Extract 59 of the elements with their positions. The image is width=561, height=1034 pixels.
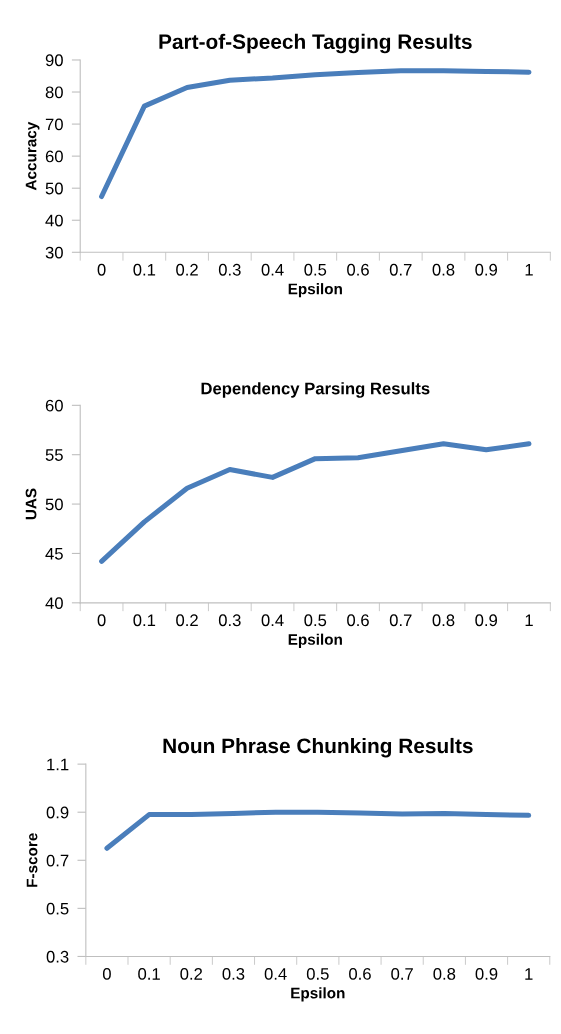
- x-tick-label: 0.2: [176, 263, 198, 276]
- x-tick-label: 0.8: [432, 263, 455, 276]
- x-tick-label: 0.1: [133, 263, 156, 276]
- x-tick-label: 0: [102, 968, 111, 980]
- y-tick-label: 0.7: [46, 854, 69, 867]
- x-tick-label: 0: [97, 614, 106, 627]
- x-tick-label: 0.4: [261, 263, 284, 276]
- x-tick-label: 0.5: [306, 968, 329, 980]
- x-axis-title: Epsilon: [291, 987, 345, 1002]
- x-tick-label: 0.9: [475, 614, 498, 627]
- x-tick-label: 0.6: [347, 614, 369, 627]
- x-tick-label: 0.9: [475, 263, 498, 276]
- x-tick-label: 0.8: [433, 968, 456, 980]
- x-tick-label: 0.4: [264, 968, 287, 980]
- x-tick-label: 0.7: [389, 614, 412, 627]
- y-tick-label: 45: [45, 548, 63, 560]
- y-tick-label: 60: [45, 399, 63, 412]
- y-axis-title: F-score: [26, 833, 38, 887]
- y-tick-label: 0.9: [46, 806, 69, 819]
- y-tick-label: 50: [45, 182, 63, 195]
- chart-title: Noun Phrase Chunking Results: [163, 737, 473, 758]
- x-tick-label: 0.6: [349, 968, 371, 980]
- x-tick-label: 0.1: [133, 614, 156, 627]
- x-tick-label: 0.7: [389, 263, 412, 276]
- y-tick-label: 40: [45, 214, 63, 227]
- y-tick-label: 30: [45, 246, 63, 259]
- x-tick-label: 0.3: [218, 614, 241, 627]
- x-tick-label: 0.3: [222, 968, 245, 980]
- x-tick-label: 0.2: [180, 968, 203, 980]
- x-tick-label: 0.2: [176, 614, 198, 627]
- x-axis-title: Epsilon: [288, 633, 342, 648]
- y-tick-label: 55: [45, 449, 63, 461]
- y-tick-label: 1.1: [47, 758, 69, 771]
- y-tick-label: 60: [45, 150, 63, 163]
- y-axis-title: UAS: [25, 488, 37, 520]
- y-tick-label: 80: [45, 86, 63, 99]
- chart-title: Dependency Parsing Results: [201, 382, 430, 398]
- y-tick-label: 0.5: [46, 902, 69, 915]
- x-tick-label: 0.5: [304, 263, 327, 276]
- y-tick-label: 40: [45, 597, 63, 610]
- y-tick-label: 90: [45, 54, 63, 67]
- x-tick-label: 1: [525, 614, 533, 627]
- x-tick-label: 0: [97, 263, 106, 276]
- x-axis-title: Epsilon: [288, 283, 342, 298]
- x-tick-label: 0.9: [475, 968, 498, 980]
- y-tick-label: 0.3: [46, 950, 69, 963]
- x-tick-label: 0.5: [304, 614, 327, 627]
- x-tick-label: 0.1: [138, 968, 160, 980]
- y-tick-label: 70: [45, 118, 63, 131]
- y-axis-title: Accuracy: [25, 121, 40, 191]
- chart-title: Part-of-Speech Tagging Results: [159, 33, 472, 54]
- x-tick-label: 0.4: [261, 614, 284, 627]
- x-tick-label: 1: [525, 968, 533, 980]
- x-tick-label: 0.7: [391, 968, 413, 980]
- x-tick-label: 0.8: [432, 614, 455, 627]
- x-tick-label: 0.6: [347, 263, 369, 276]
- x-tick-label: 1: [525, 264, 533, 276]
- x-tick-label: 0.3: [218, 263, 241, 276]
- y-tick-label: 50: [45, 498, 63, 511]
